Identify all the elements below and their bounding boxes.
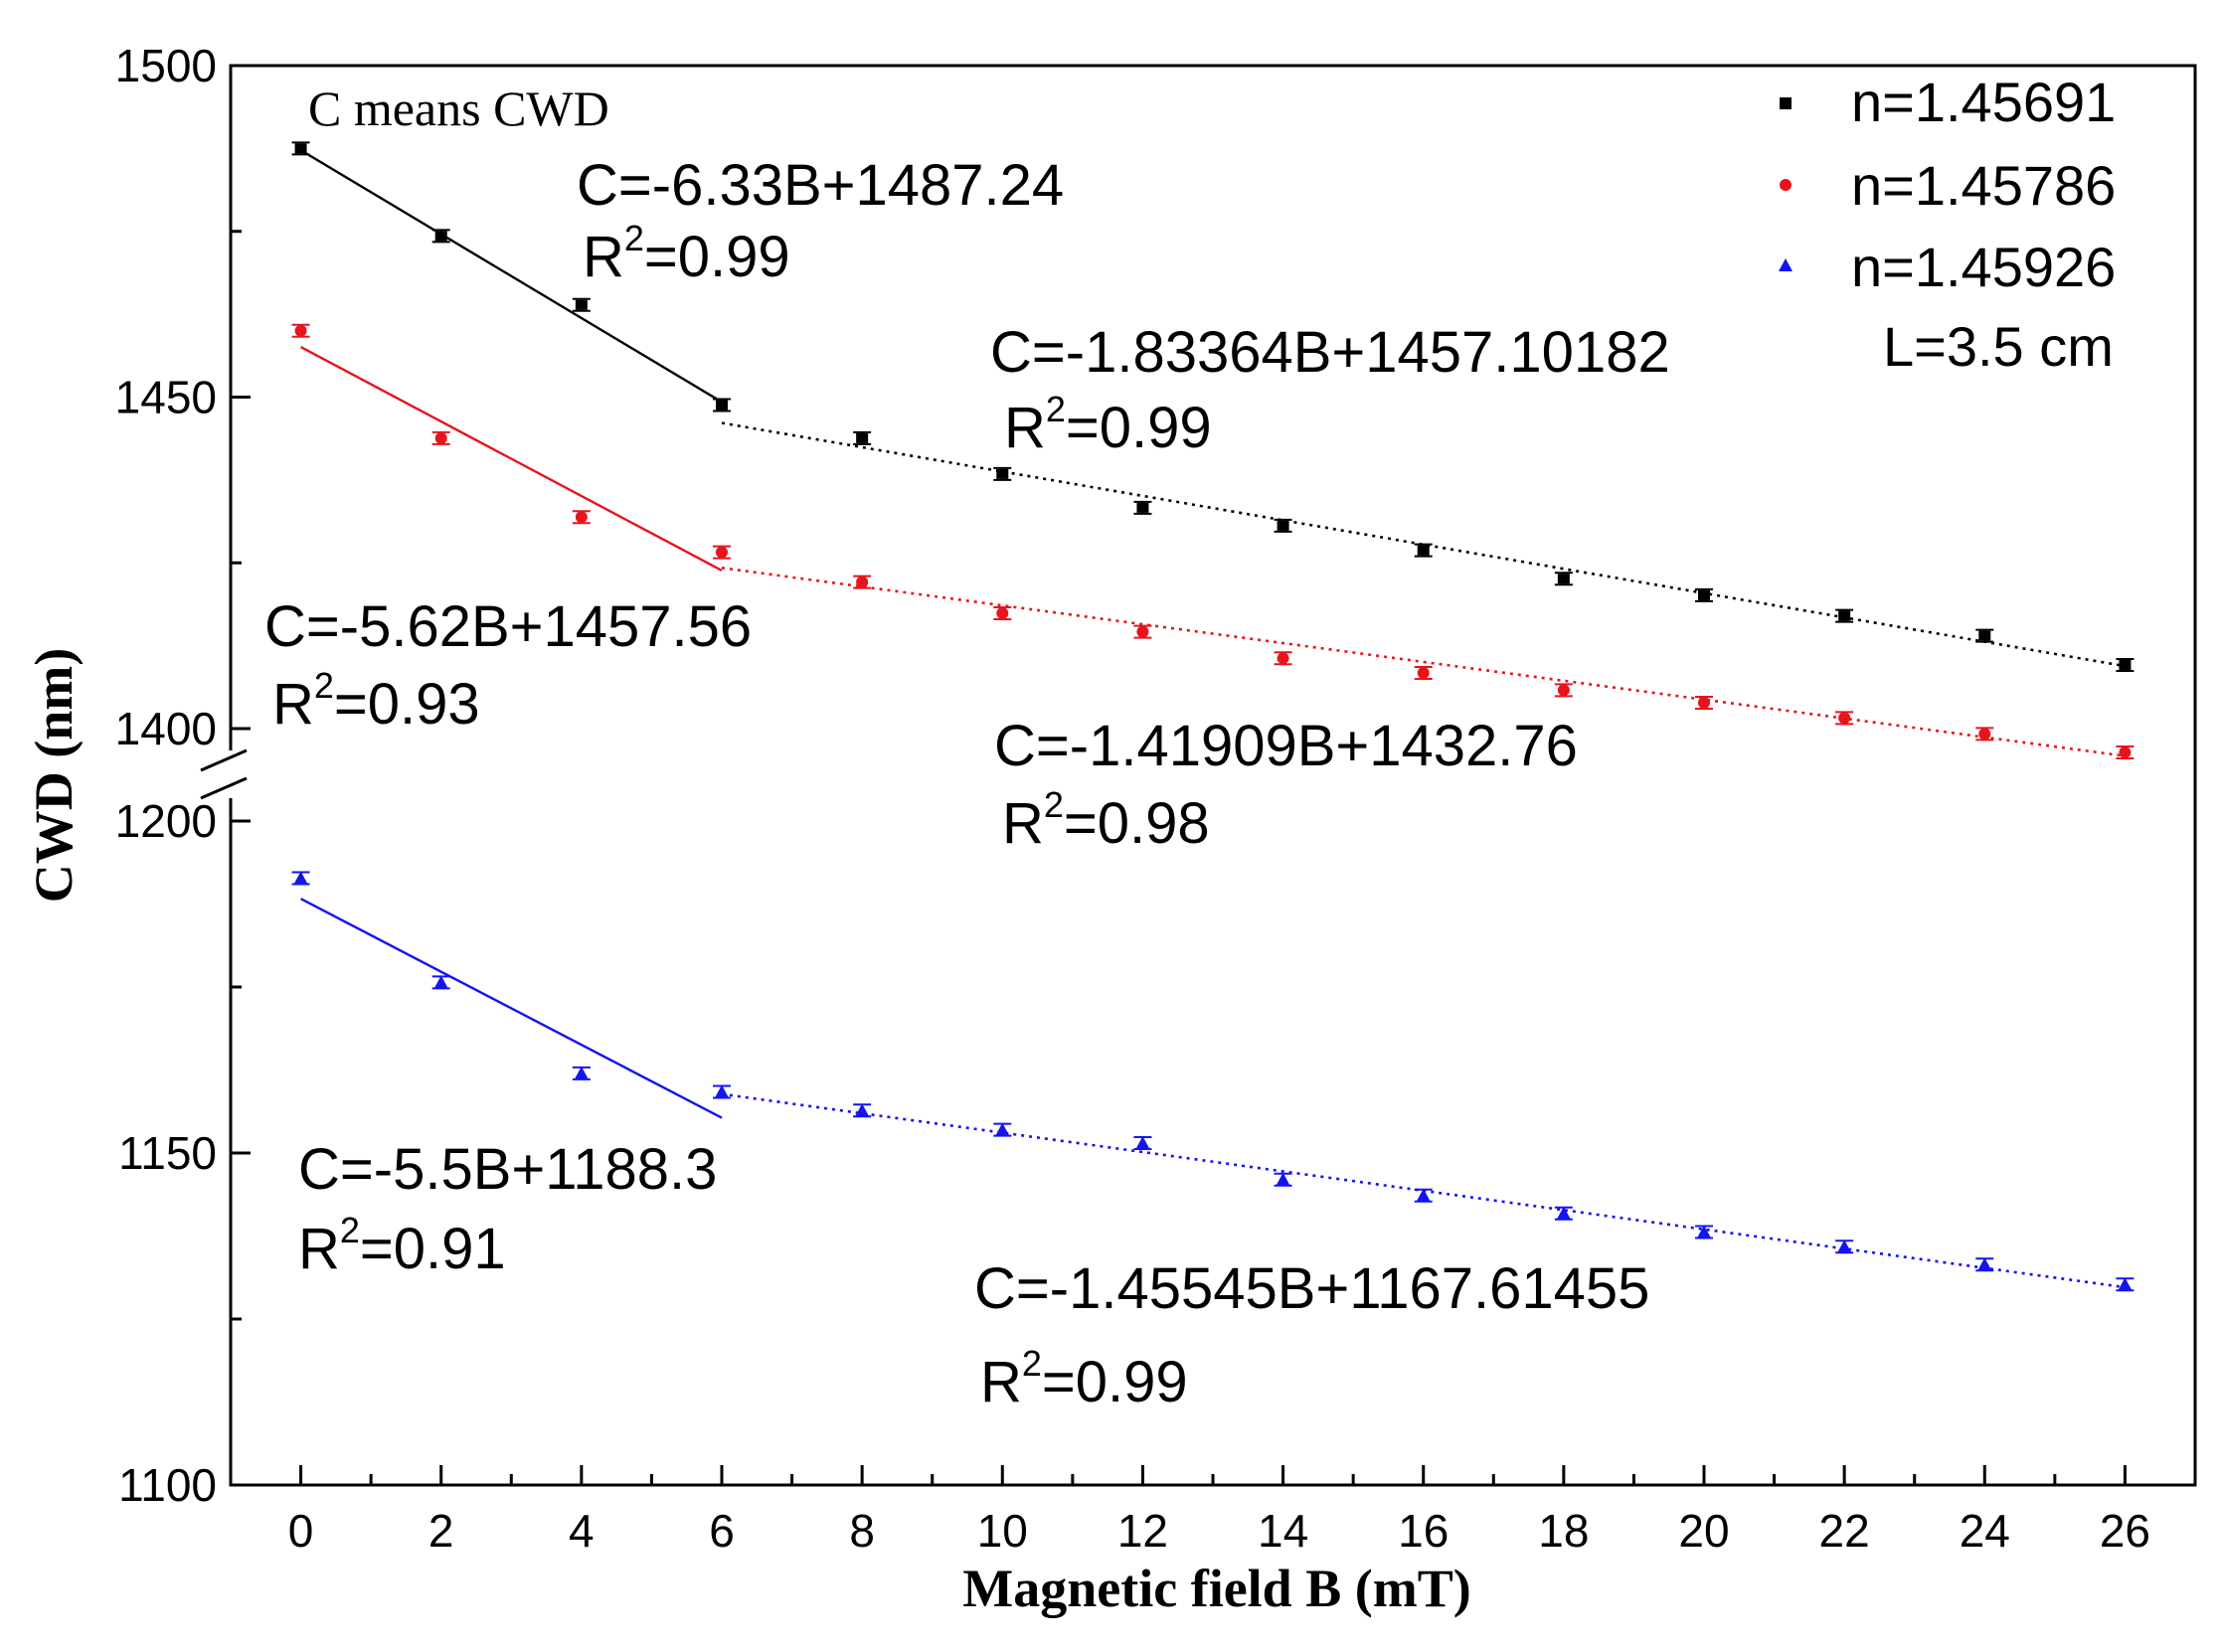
axis-ticks: 0 2 4 6 8 10 12 14 16 18 20 22 24 2614001450150011001… (115, 40, 2150, 1557)
data-point (2119, 659, 2132, 670)
data-point (1838, 712, 1851, 725)
data-point (1556, 1206, 1571, 1220)
fit-equation-red-slow: C=-1.41909B+1432.76 (994, 714, 1578, 778)
data-points (291, 141, 2134, 1292)
data-point (856, 432, 869, 443)
data-point (1838, 610, 1851, 621)
x-tick-label: 18 (1538, 1505, 1589, 1557)
legend-marker-black-square (1780, 97, 1792, 109)
data-point (715, 1084, 729, 1098)
legend-label-series-2: n=1.45786 (1851, 154, 2116, 217)
fit-annotations: C=-6.33B+1487.24 R2=0.99 C=-1.83364B+145… (264, 153, 1670, 1414)
data-point (294, 324, 307, 337)
data-point (1557, 684, 1570, 697)
x-tick-label: 24 (1960, 1505, 2010, 1557)
y-tick-label: 1500 (115, 40, 217, 91)
data-point (1557, 574, 1570, 584)
data-point (1697, 1225, 1711, 1239)
data-point (433, 975, 448, 989)
axis-break-slash (200, 748, 248, 772)
data-point (996, 468, 1009, 479)
fit-r2-red-slow: R2=0.98 (1002, 784, 1210, 856)
data-point (1698, 589, 1710, 600)
data-point (1416, 1188, 1431, 1202)
legend-marker-red-circle (1780, 179, 1792, 191)
data-point (1277, 652, 1289, 665)
x-tick-label: 16 (1398, 1505, 1449, 1557)
data-point (1136, 502, 1149, 513)
fit-line (721, 566, 2126, 757)
data-point (575, 511, 588, 524)
x-tick-label: 8 (849, 1505, 875, 1557)
legend-label-series-3: n=1.45926 (1851, 236, 2116, 298)
legend-length-label: L=3.5 cm (1883, 315, 2114, 378)
x-tick-label: 10 (977, 1505, 1028, 1557)
fit-equation-blue-steep: C=-5.5B+1188.3 (298, 1137, 717, 1202)
x-tick-label: 4 (569, 1505, 595, 1557)
x-tick-label: 0 (288, 1505, 314, 1557)
fit-equation-red-steep: C=-5.62B+1457.56 (264, 594, 752, 659)
data-point (856, 576, 869, 588)
fit-r2-black-steep: R2=0.99 (583, 218, 790, 289)
legend-marker-blue-triangle (1779, 258, 1792, 271)
x-tick-label: 14 (1258, 1505, 1308, 1557)
data-point (1837, 1239, 1852, 1253)
fit-line (721, 421, 2126, 668)
fit-r2-blue-slow: R2=0.99 (980, 1343, 1188, 1414)
data-point (1977, 1257, 1992, 1271)
data-point (1417, 545, 1430, 556)
fit-line (300, 346, 723, 573)
data-point (2119, 746, 2132, 759)
x-tick-label: 12 (1117, 1505, 1168, 1557)
fit-line (299, 149, 723, 404)
fit-r2-red-steep: R2=0.93 (272, 665, 480, 737)
fit-equation-blue-slow: C=-1.45545B+1167.61455 (974, 1256, 1649, 1321)
chart-note: C means CWD (308, 81, 609, 136)
y-tick-label: 1200 (115, 795, 217, 847)
y-tick-label: 1150 (118, 1127, 217, 1179)
fit-equation-black-slow: C=-1.83364B+1457.10182 (990, 320, 1670, 385)
data-point (2118, 1277, 2133, 1291)
data-point (1135, 1135, 1150, 1149)
data-point (1277, 520, 1289, 531)
axis-break-slash (200, 776, 248, 800)
x-tick-label: 2 (428, 1505, 454, 1557)
data-point (1276, 1172, 1290, 1186)
data-point (716, 400, 728, 411)
data-point (293, 871, 308, 885)
x-tick-label: 22 (1819, 1505, 1870, 1557)
fit-equation-black-steep: C=-6.33B+1487.24 (577, 153, 1064, 218)
data-point (1417, 666, 1430, 679)
legend-label-series-1: n=1.45691 (1851, 71, 2116, 133)
x-tick-label: 6 (709, 1505, 735, 1557)
x-axis-label: Magnetic field B (mT) (962, 1559, 1470, 1618)
x-tick-label: 26 (2100, 1505, 2150, 1557)
y-tick-label: 1450 (115, 372, 217, 423)
fit-line (300, 898, 723, 1119)
data-point (1698, 696, 1710, 709)
data-point (575, 299, 588, 310)
data-point (574, 1066, 589, 1079)
data-point (1978, 630, 1991, 641)
data-point (996, 606, 1009, 619)
fit-r2-blue-steep: R2=0.91 (298, 1210, 506, 1281)
data-point (434, 431, 447, 444)
legend: n=1.45691 n=1.45786 n=1.45926 L=3.5 cm (1779, 71, 2116, 378)
data-point (855, 1103, 870, 1117)
y-tick-label: 1400 (115, 703, 217, 754)
data-point (995, 1122, 1010, 1136)
data-point (1978, 728, 1991, 741)
data-point (716, 546, 728, 559)
data-point (1136, 625, 1149, 638)
fit-r2-black-slow: R2=0.99 (1004, 389, 1212, 460)
data-point (294, 143, 307, 154)
x-tick-label: 20 (1678, 1505, 1729, 1557)
data-point (434, 231, 447, 242)
axis-break (200, 748, 248, 800)
y-axis-label: CWD (nm) (24, 648, 84, 903)
y-tick-label: 1100 (118, 1459, 217, 1511)
